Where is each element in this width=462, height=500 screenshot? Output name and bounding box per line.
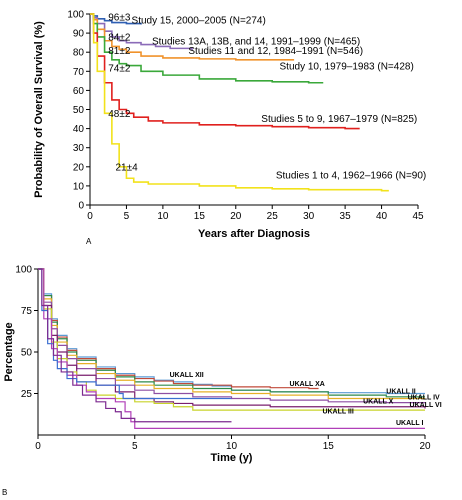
x-tick-label: 40 — [376, 211, 388, 222]
y-tick-label: 50 — [73, 105, 85, 116]
x-axis-label: Years after Diagnosis — [198, 228, 310, 240]
annotation-label: 96±3 — [108, 13, 131, 24]
series-label-7: UKALL I — [396, 420, 424, 427]
y-tick-label: 25 — [21, 389, 33, 400]
x-tick-label: 10 — [157, 211, 169, 222]
annotation-label: 21±4 — [116, 163, 139, 174]
annotation-label: 81±2 — [108, 46, 131, 57]
y-tick-label: 10 — [73, 181, 85, 192]
x-tick-label: 15 — [323, 441, 335, 452]
y-tick-label: 90 — [73, 29, 85, 40]
x-tick-label: 20 — [419, 441, 431, 452]
series-line-9 — [38, 268, 232, 423]
x-tick-label: 25 — [267, 211, 279, 222]
y-tick-label: 70 — [73, 67, 85, 78]
series-label-0: UKALL XII — [170, 372, 204, 379]
x-tick-label: 0 — [35, 441, 41, 452]
y-tick-label: 60 — [73, 86, 85, 97]
series-line-2 — [38, 268, 425, 398]
series-line-5 — [38, 268, 426, 409]
series-label-3: UKALL IV — [408, 394, 440, 401]
y-tick-label: 20 — [73, 162, 85, 173]
y-tick-label: 100 — [67, 10, 84, 21]
series-label-5: Studies 1 to 4, 1962–1966 (N=90) — [276, 170, 426, 181]
x-tick-label: 10 — [226, 441, 238, 452]
panel-label-b: B — [2, 488, 7, 497]
annotation-label: 84±2 — [108, 33, 131, 44]
x-tick-label: 45 — [412, 211, 424, 222]
y-tick-label: 80 — [73, 48, 85, 59]
series-line-1 — [38, 268, 319, 390]
series-line-7 — [38, 268, 425, 429]
x-tick-label: 0 — [87, 211, 93, 222]
series-label-1: UKALL XA — [290, 381, 325, 388]
panel-label-a: A — [86, 237, 92, 246]
series-line-5 — [90, 13, 389, 192]
series-label-0: Study 15, 2000–2005 (N=274) — [132, 16, 266, 27]
y-axis-label: Percentage — [3, 322, 15, 381]
y-tick-label: 0 — [78, 201, 84, 212]
x-axis-label: Time (y) — [211, 452, 253, 464]
series-label-3: Study 10, 1979–1983 (N=428) — [280, 61, 414, 72]
x-tick-label: 35 — [340, 211, 352, 222]
annotation-label: 74±2 — [108, 63, 131, 74]
x-tick-label: 5 — [132, 441, 138, 452]
x-tick-label: 20 — [230, 211, 242, 222]
series-label-4: Studies 5 to 9, 1967–1979 (N=825) — [261, 114, 417, 125]
y-axis-label: Probability of Overall Survival (%) — [33, 21, 45, 198]
chart-a: 0 5 10 15 20 25 30 35 40 45 0 10 20 30 40 50 60 70 80 90 100… — [33, 10, 426, 247]
series-label-5: UKALL VI — [410, 402, 442, 409]
annotation-label: 48±2 — [108, 109, 131, 120]
y-tick-label: 100 — [15, 265, 32, 276]
series-line-3 — [38, 268, 425, 400]
y-tick-label: 75 — [21, 306, 33, 317]
series-label-6: UKALL III — [322, 408, 353, 415]
series-line-4 — [38, 268, 425, 404]
y-tick-label: 40 — [73, 124, 85, 135]
x-tick-label: 30 — [303, 211, 315, 222]
series-label-1: Studies 13A, 13B, and 14, 1991–1999 (N=4… — [152, 37, 360, 48]
series-label-2: UKALL II — [386, 389, 415, 396]
series-line-4 — [90, 13, 360, 130]
chart-b: 0 5 10 15 20 25 50 75 100 Time (y) Percentage UKALL… — [2, 265, 442, 498]
series-line-3 — [90, 13, 324, 84]
x-tick-label: 5 — [124, 211, 130, 222]
y-tick-label: 30 — [73, 143, 85, 154]
series-label-2: Studies 11 and 12, 1984–1991 (N=546) — [188, 46, 363, 57]
series-label-4: UKALL X — [363, 398, 394, 405]
x-tick-label: 15 — [194, 211, 206, 222]
y-tick-label: 50 — [21, 348, 33, 359]
